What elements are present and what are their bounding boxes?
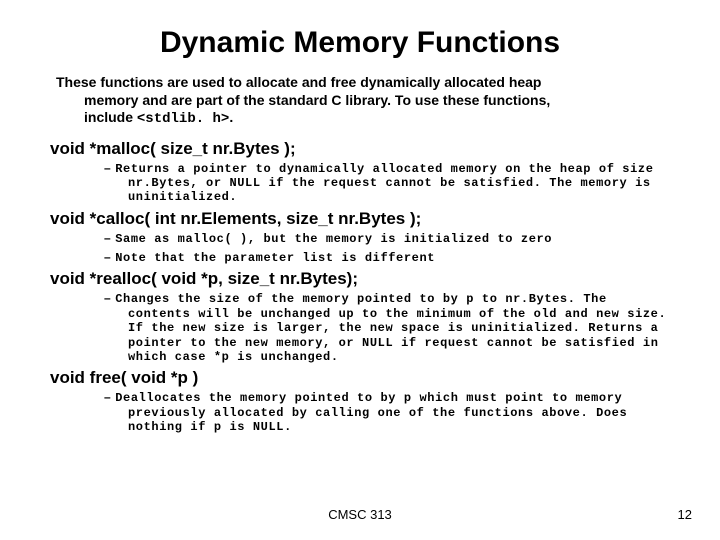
intro-line2b: include [84, 109, 137, 125]
free-bullet-1: Deallocates the memory pointed to by p w… [50, 390, 670, 434]
intro-code: <stdlib. h> [137, 111, 229, 127]
t: Deallocates the memory pointed to by [115, 391, 404, 405]
intro-line1: These functions are used to allocate and… [56, 74, 542, 90]
code: p [214, 420, 222, 434]
t: , or [190, 176, 229, 190]
code: *p [214, 350, 230, 364]
malloc-bullet-1: Returns a pointer to dynamically allocat… [50, 161, 670, 205]
code: NULL [229, 176, 260, 190]
footer-page-number: 12 [678, 507, 692, 522]
t: Returns a pointer to dynamically allocat… [115, 162, 653, 176]
code: p [466, 292, 474, 306]
t: is unchanged. [229, 350, 338, 364]
intro-line2: memory and are part of the standard C li… [56, 92, 670, 129]
slide-title: Dynamic Memory Functions [50, 26, 670, 60]
t: is [222, 420, 253, 434]
intro-line2a: memory and are part of the standard C li… [84, 92, 550, 108]
t: , but the memory is initialized to zero [248, 232, 552, 246]
slide-content: Dynamic Memory Functions These functions… [0, 0, 720, 435]
calloc-bullet-2: Note that the parameter list is differen… [50, 250, 670, 265]
code: malloc( ) [178, 232, 248, 246]
footer-course: CMSC 313 [0, 507, 720, 522]
free-signature: void free( void *p ) [50, 368, 670, 388]
code: NULL [362, 336, 393, 350]
realloc-signature: void *realloc( void *p, size_t nr.Bytes)… [50, 269, 670, 289]
intro-paragraph: These functions are used to allocate and… [50, 74, 670, 129]
calloc-signature: void *calloc( int nr.Elements, size_t nr… [50, 209, 670, 229]
t: Same as [115, 232, 177, 246]
malloc-signature: void *malloc( size_t nr.Bytes ); [50, 139, 670, 159]
code: p [404, 391, 412, 405]
realloc-bullet-1: Changes the size of the memory pointed t… [50, 291, 670, 364]
calloc-bullet-1: Same as malloc( ), but the memory is ini… [50, 231, 670, 246]
code: nr.Bytes [505, 292, 567, 306]
t: to [474, 292, 505, 306]
intro-period: . [229, 109, 233, 125]
code: NULL. [253, 420, 292, 434]
t: Changes the size of the memory pointed t… [115, 292, 466, 306]
code: nr.Bytes [128, 176, 190, 190]
